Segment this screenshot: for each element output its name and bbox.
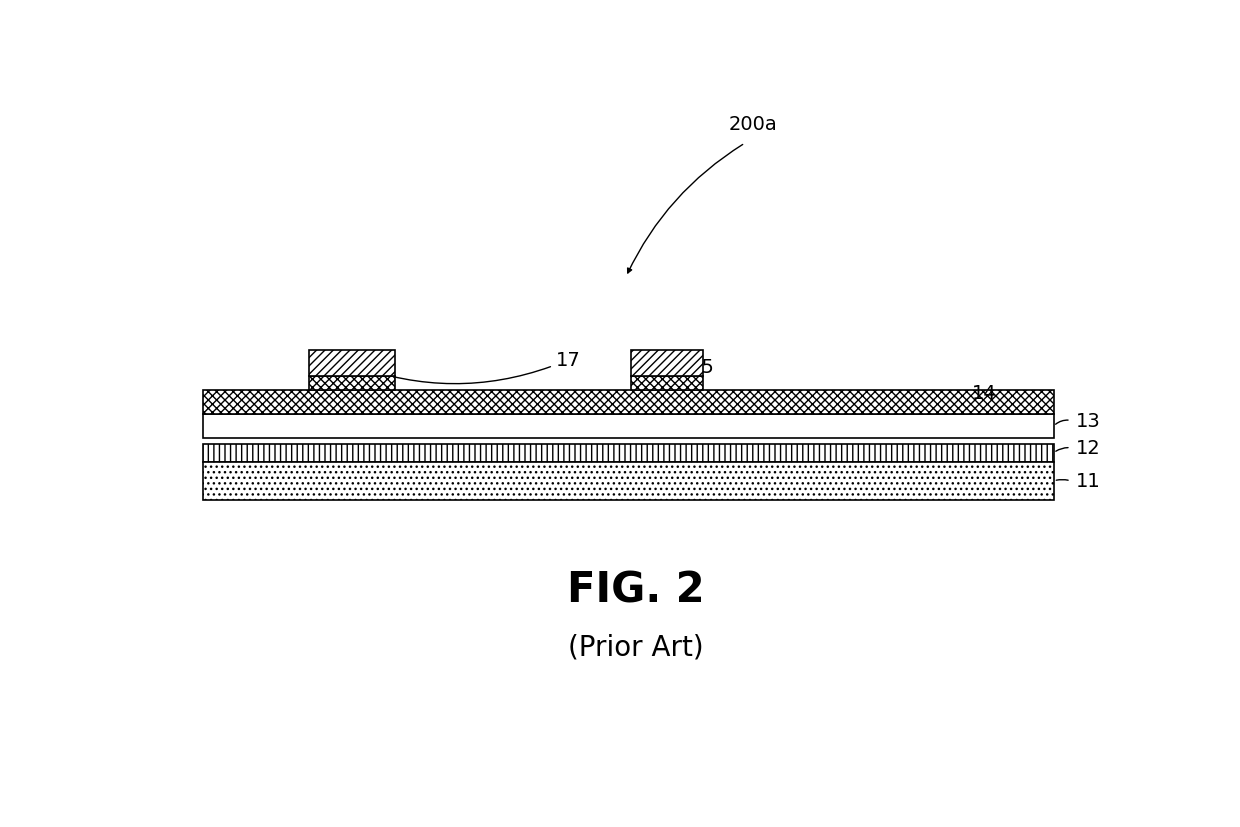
- Text: 14: 14: [972, 384, 997, 403]
- Bar: [203, 390, 1054, 414]
- Text: 12: 12: [1075, 438, 1100, 457]
- Text: 13: 13: [1075, 411, 1100, 430]
- Bar: [309, 351, 396, 376]
- Bar: [631, 376, 703, 390]
- FancyArrowPatch shape: [1055, 448, 1068, 452]
- FancyArrowPatch shape: [1055, 421, 1068, 425]
- Text: 200a: 200a: [729, 115, 777, 134]
- Text: 15: 15: [670, 357, 715, 376]
- FancyArrowPatch shape: [627, 146, 743, 274]
- Text: 11: 11: [1075, 472, 1100, 490]
- FancyArrowPatch shape: [970, 395, 1052, 411]
- Bar: [203, 444, 1054, 462]
- Text: (Prior Art): (Prior Art): [568, 633, 703, 661]
- Text: FIG. 2: FIG. 2: [567, 569, 704, 610]
- Text: 17: 17: [355, 351, 580, 385]
- Bar: [309, 376, 396, 390]
- Bar: [631, 351, 703, 376]
- Bar: [203, 462, 1054, 500]
- Bar: [203, 414, 1054, 438]
